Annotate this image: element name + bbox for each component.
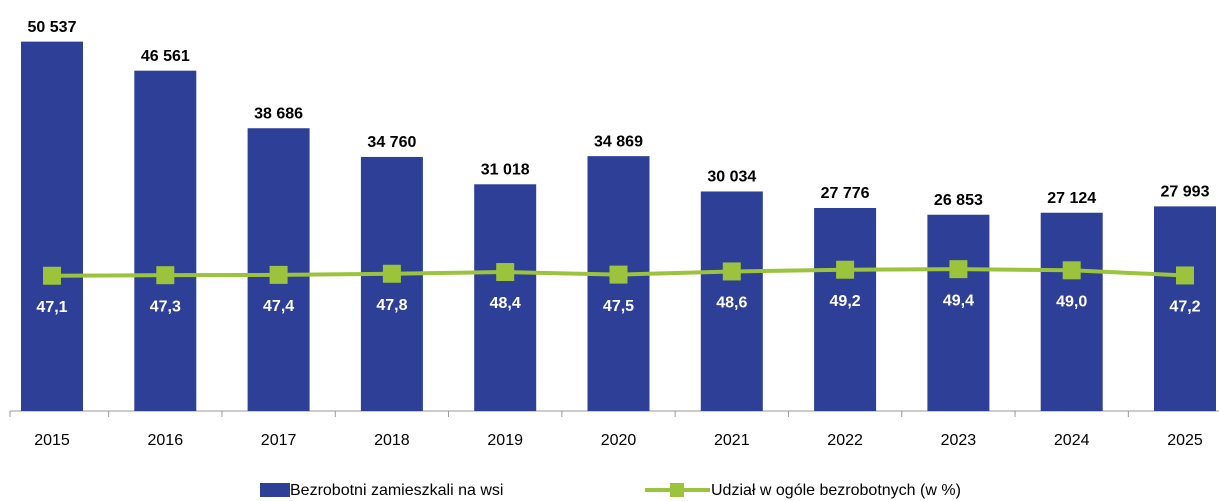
bar-label: 50 537 <box>28 19 77 36</box>
line-marker <box>43 267 61 285</box>
bar-label: 26 853 <box>934 192 983 209</box>
line-marker <box>949 260 967 278</box>
line-marker <box>1063 261 1081 279</box>
x-tick-label: 2019 <box>487 432 523 449</box>
legend-label: Udział w ogóle bezrobotnych (w %) <box>711 482 961 499</box>
bar <box>1041 213 1103 411</box>
x-tick-label: 2017 <box>261 432 297 449</box>
bar <box>134 71 196 411</box>
line-marker <box>610 266 628 284</box>
line-label: 48,6 <box>716 295 747 312</box>
line-marker <box>270 266 288 284</box>
line-marker <box>156 266 174 284</box>
bar-label: 27 776 <box>821 185 870 202</box>
bar <box>361 157 423 411</box>
line-label: 47,8 <box>376 297 407 314</box>
x-tick-label: 2025 <box>1167 432 1203 449</box>
line-label: 47,4 <box>263 298 294 315</box>
x-tick-label: 2018 <box>374 432 410 449</box>
line-label: 48,4 <box>490 295 521 312</box>
x-tick-label: 2021 <box>714 432 750 449</box>
line-label: 49,2 <box>830 293 861 310</box>
bar <box>21 42 83 411</box>
line-label: 49,0 <box>1056 294 1087 311</box>
x-tick-label: 2015 <box>34 432 70 449</box>
bar-label: 31 018 <box>481 162 530 179</box>
legend-swatch <box>260 483 290 497</box>
bar-label: 38 686 <box>254 105 303 122</box>
line-label: 47,3 <box>150 298 181 315</box>
bar-label: 30 034 <box>707 169 756 186</box>
bar-label: 34 869 <box>594 133 643 150</box>
bar <box>927 215 989 411</box>
line-label: 47,5 <box>603 298 634 315</box>
line-marker <box>1176 266 1194 284</box>
line-label: 49,4 <box>943 292 974 309</box>
x-tick-label: 2023 <box>941 432 977 449</box>
line-marker <box>383 265 401 283</box>
x-tick-label: 2022 <box>827 432 863 449</box>
line-marker <box>836 261 854 279</box>
legend-label: Bezrobotni zamieszkali na wsi <box>290 482 503 499</box>
legend: Bezrobotni zamieszkali na wsi Udział w o… <box>260 482 961 499</box>
bar-label: 46 561 <box>141 48 190 65</box>
line-label: 47,1 <box>36 299 67 316</box>
x-tick-label: 2020 <box>601 432 637 449</box>
x-tick-label: 2024 <box>1054 432 1090 449</box>
bar-label: 27 124 <box>1047 190 1096 207</box>
line-marker <box>723 262 741 280</box>
chart: 2015 2016 2017 2018 2019 2020 2021 2022 2023 2024… <box>0 0 1219 501</box>
line-label: 47,2 <box>1169 299 1200 316</box>
bar-label: 34 760 <box>367 134 416 151</box>
bar-label: 27 993 <box>1161 184 1210 201</box>
legend-swatch <box>670 483 684 497</box>
line-marker <box>496 263 514 281</box>
x-tick-label: 2016 <box>148 432 184 449</box>
